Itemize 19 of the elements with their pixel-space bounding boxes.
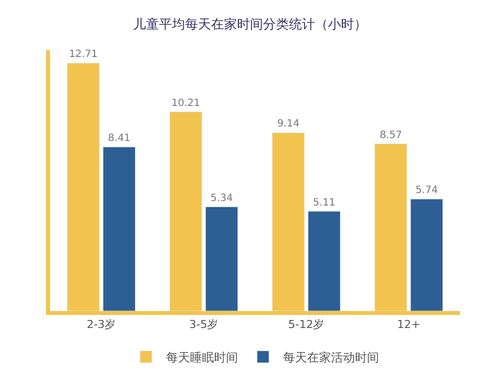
data-label: 5.11	[313, 197, 336, 208]
legend-label: 每天睡眠时间	[166, 350, 238, 364]
data-label: 8.41	[108, 132, 130, 144]
chart-title: 儿童平均每天在家时间分类统计（小时）	[133, 16, 367, 32]
data-label: 8.57	[380, 130, 402, 141]
data-label: 12.71	[68, 49, 98, 60]
data-label: 5.34	[210, 192, 233, 204]
bar	[205, 206, 238, 311]
x-tick-label: 5-12岁	[288, 318, 324, 332]
data-label: 10.21	[171, 98, 200, 109]
x-tick-label: 3-5岁	[189, 318, 218, 332]
x-tick-label: 2-3岁	[86, 318, 116, 332]
bar	[410, 198, 444, 311]
bar	[308, 211, 341, 311]
x-tick-label: 12+	[397, 318, 420, 332]
data-label: 5.74	[416, 185, 438, 196]
legend-label: 每天在家活动时间	[283, 350, 379, 364]
data-label: 9.14	[277, 118, 300, 130]
bar	[102, 146, 136, 311]
